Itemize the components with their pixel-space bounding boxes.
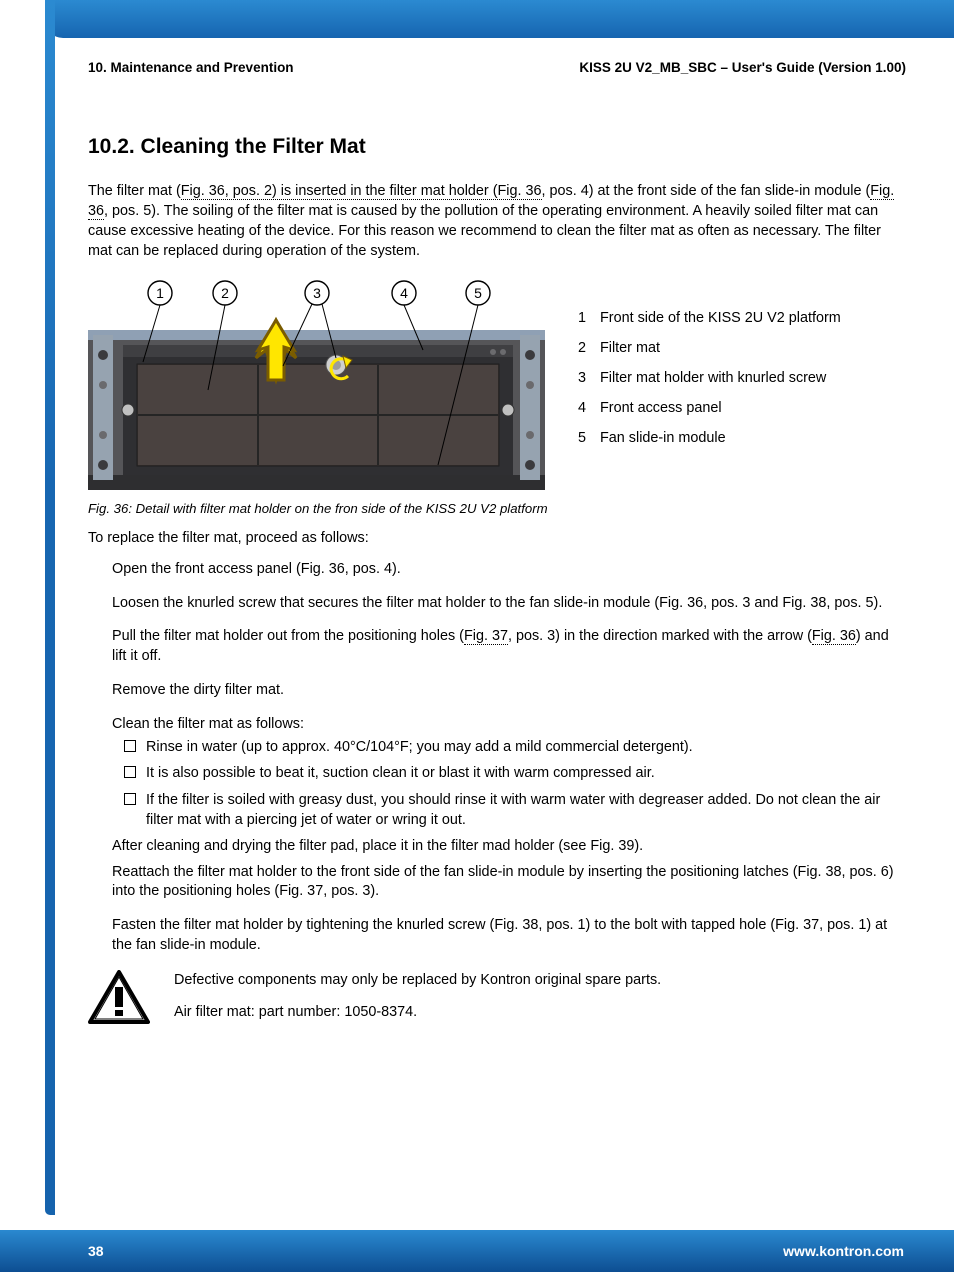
callout-5: 5 xyxy=(474,285,482,301)
section-heading: 10.2. Cleaning the Filter Mat xyxy=(88,135,906,159)
steps-intro: To replace the filter mat, proceed as fo… xyxy=(88,530,906,546)
text: , pos. 5). The soiling of the filter mat… xyxy=(88,203,881,259)
note-block: Defective components may only be replace… xyxy=(88,970,906,1034)
note-line: Defective components may only be replace… xyxy=(174,970,661,990)
callout-3: 3 xyxy=(313,285,321,301)
header-right: KISS 2U V2_MB_SBC – User's Guide (Versio… xyxy=(579,60,906,75)
checkbox-icon xyxy=(124,793,136,805)
step-7: Reattach the filter mat holder to the fr… xyxy=(112,863,906,903)
legend-row: 4Front access panel xyxy=(578,400,841,416)
sub-item: It is also possible to beat it, suction … xyxy=(124,763,906,783)
figure-ref-link[interactable]: Fig. 36 xyxy=(812,628,856,645)
step-2: Loosen the knurled screw that secures th… xyxy=(112,594,906,614)
text: Rinse in water (up to approx. 40°C/104°F… xyxy=(146,737,693,757)
checkbox-icon xyxy=(124,766,136,778)
intro-paragraph: The filter mat (Fig. 36, pos. 2) is inse… xyxy=(88,181,906,262)
text: The filter mat ( xyxy=(88,183,181,199)
step-8: Fasten the filter mat holder by tighteni… xyxy=(112,916,906,956)
figure-36-image: 1 2 3 4 5 xyxy=(88,280,548,495)
note-line: Air filter mat: part number: 1050-8374. xyxy=(174,1002,661,1022)
legend-text: Front access panel xyxy=(600,400,722,416)
text: , pos. 4) at the front side of the fan s… xyxy=(542,183,871,199)
page-header: 10. Maintenance and Prevention KISS 2U V… xyxy=(88,60,906,75)
text: , pos. 3) in the direction marked with t… xyxy=(508,628,812,644)
note-text: Defective components may only be replace… xyxy=(174,970,661,1034)
checkbox-icon xyxy=(124,740,136,752)
sub-item: If the filter is soiled with greasy dust… xyxy=(124,790,906,831)
page-footer: 38 www.kontron.com xyxy=(0,1230,954,1272)
top-banner xyxy=(45,0,954,38)
step-3: Pull the filter mat holder out from the … xyxy=(112,627,906,667)
legend-row: 3Filter mat holder with knurled screw xyxy=(578,370,841,386)
callout-4: 4 xyxy=(400,285,408,301)
legend-row: 1Front side of the KISS 2U V2 platform xyxy=(578,310,841,326)
sub-item: Rinse in water (up to approx. 40°C/104°F… xyxy=(124,737,906,757)
legend-text: Filter mat holder with knurled screw xyxy=(600,370,826,386)
figure-ref-link[interactable]: Fig. 37 xyxy=(464,628,508,645)
callout-1: 1 xyxy=(156,285,164,301)
legend-text: Filter mat xyxy=(600,340,660,356)
text: Clean the filter mat as follows: xyxy=(112,716,304,732)
step-6: After cleaning and drying the filter pad… xyxy=(112,837,906,857)
figure-caption: Fig. 36: Detail with filter mat holder o… xyxy=(88,501,906,516)
legend-text: Fan slide-in module xyxy=(600,430,726,446)
text: It is also possible to beat it, suction … xyxy=(146,763,655,783)
callout-2: 2 xyxy=(221,285,229,301)
header-left: 10. Maintenance and Prevention xyxy=(88,60,294,75)
warning-icon xyxy=(88,970,150,1026)
legend-text: Front side of the KISS 2U V2 platform xyxy=(600,310,841,326)
text: Pull the filter mat holder out from the … xyxy=(112,628,464,644)
figure-ref-link[interactable]: Fig. 36, pos. 2) is inserted in the filt… xyxy=(181,183,542,200)
figure-legend: 1Front side of the KISS 2U V2 platform 2… xyxy=(578,280,841,495)
step-1: Open the front access panel (Fig. 36, po… xyxy=(112,560,906,580)
legend-row: 5Fan slide-in module xyxy=(578,430,841,446)
page-number: 38 xyxy=(88,1243,104,1259)
legend-row: 2Filter mat xyxy=(578,340,841,356)
step-5: Clean the filter mat as follows: Rinse i… xyxy=(112,715,906,831)
left-stripe xyxy=(45,0,55,1215)
text: If the filter is soiled with greasy dust… xyxy=(146,790,906,831)
footer-url: www.kontron.com xyxy=(783,1243,904,1259)
step-4: Remove the dirty filter mat. xyxy=(112,681,906,701)
